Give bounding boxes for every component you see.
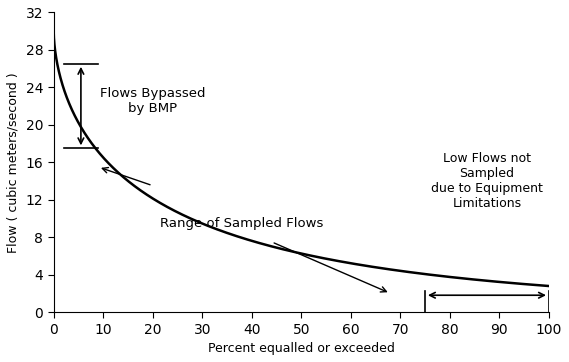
Y-axis label: Flow ( cubic meters/second ): Flow ( cubic meters/second ) xyxy=(7,72,20,253)
X-axis label: Percent equalled or exceeded: Percent equalled or exceeded xyxy=(208,342,395,355)
Text: Range of Sampled Flows: Range of Sampled Flows xyxy=(160,216,324,230)
Text: Flows Bypassed
by BMP: Flows Bypassed by BMP xyxy=(100,87,205,115)
Text: Low Flows not
Sampled
due to Equipment
Limitations: Low Flows not Sampled due to Equipment L… xyxy=(431,152,543,210)
